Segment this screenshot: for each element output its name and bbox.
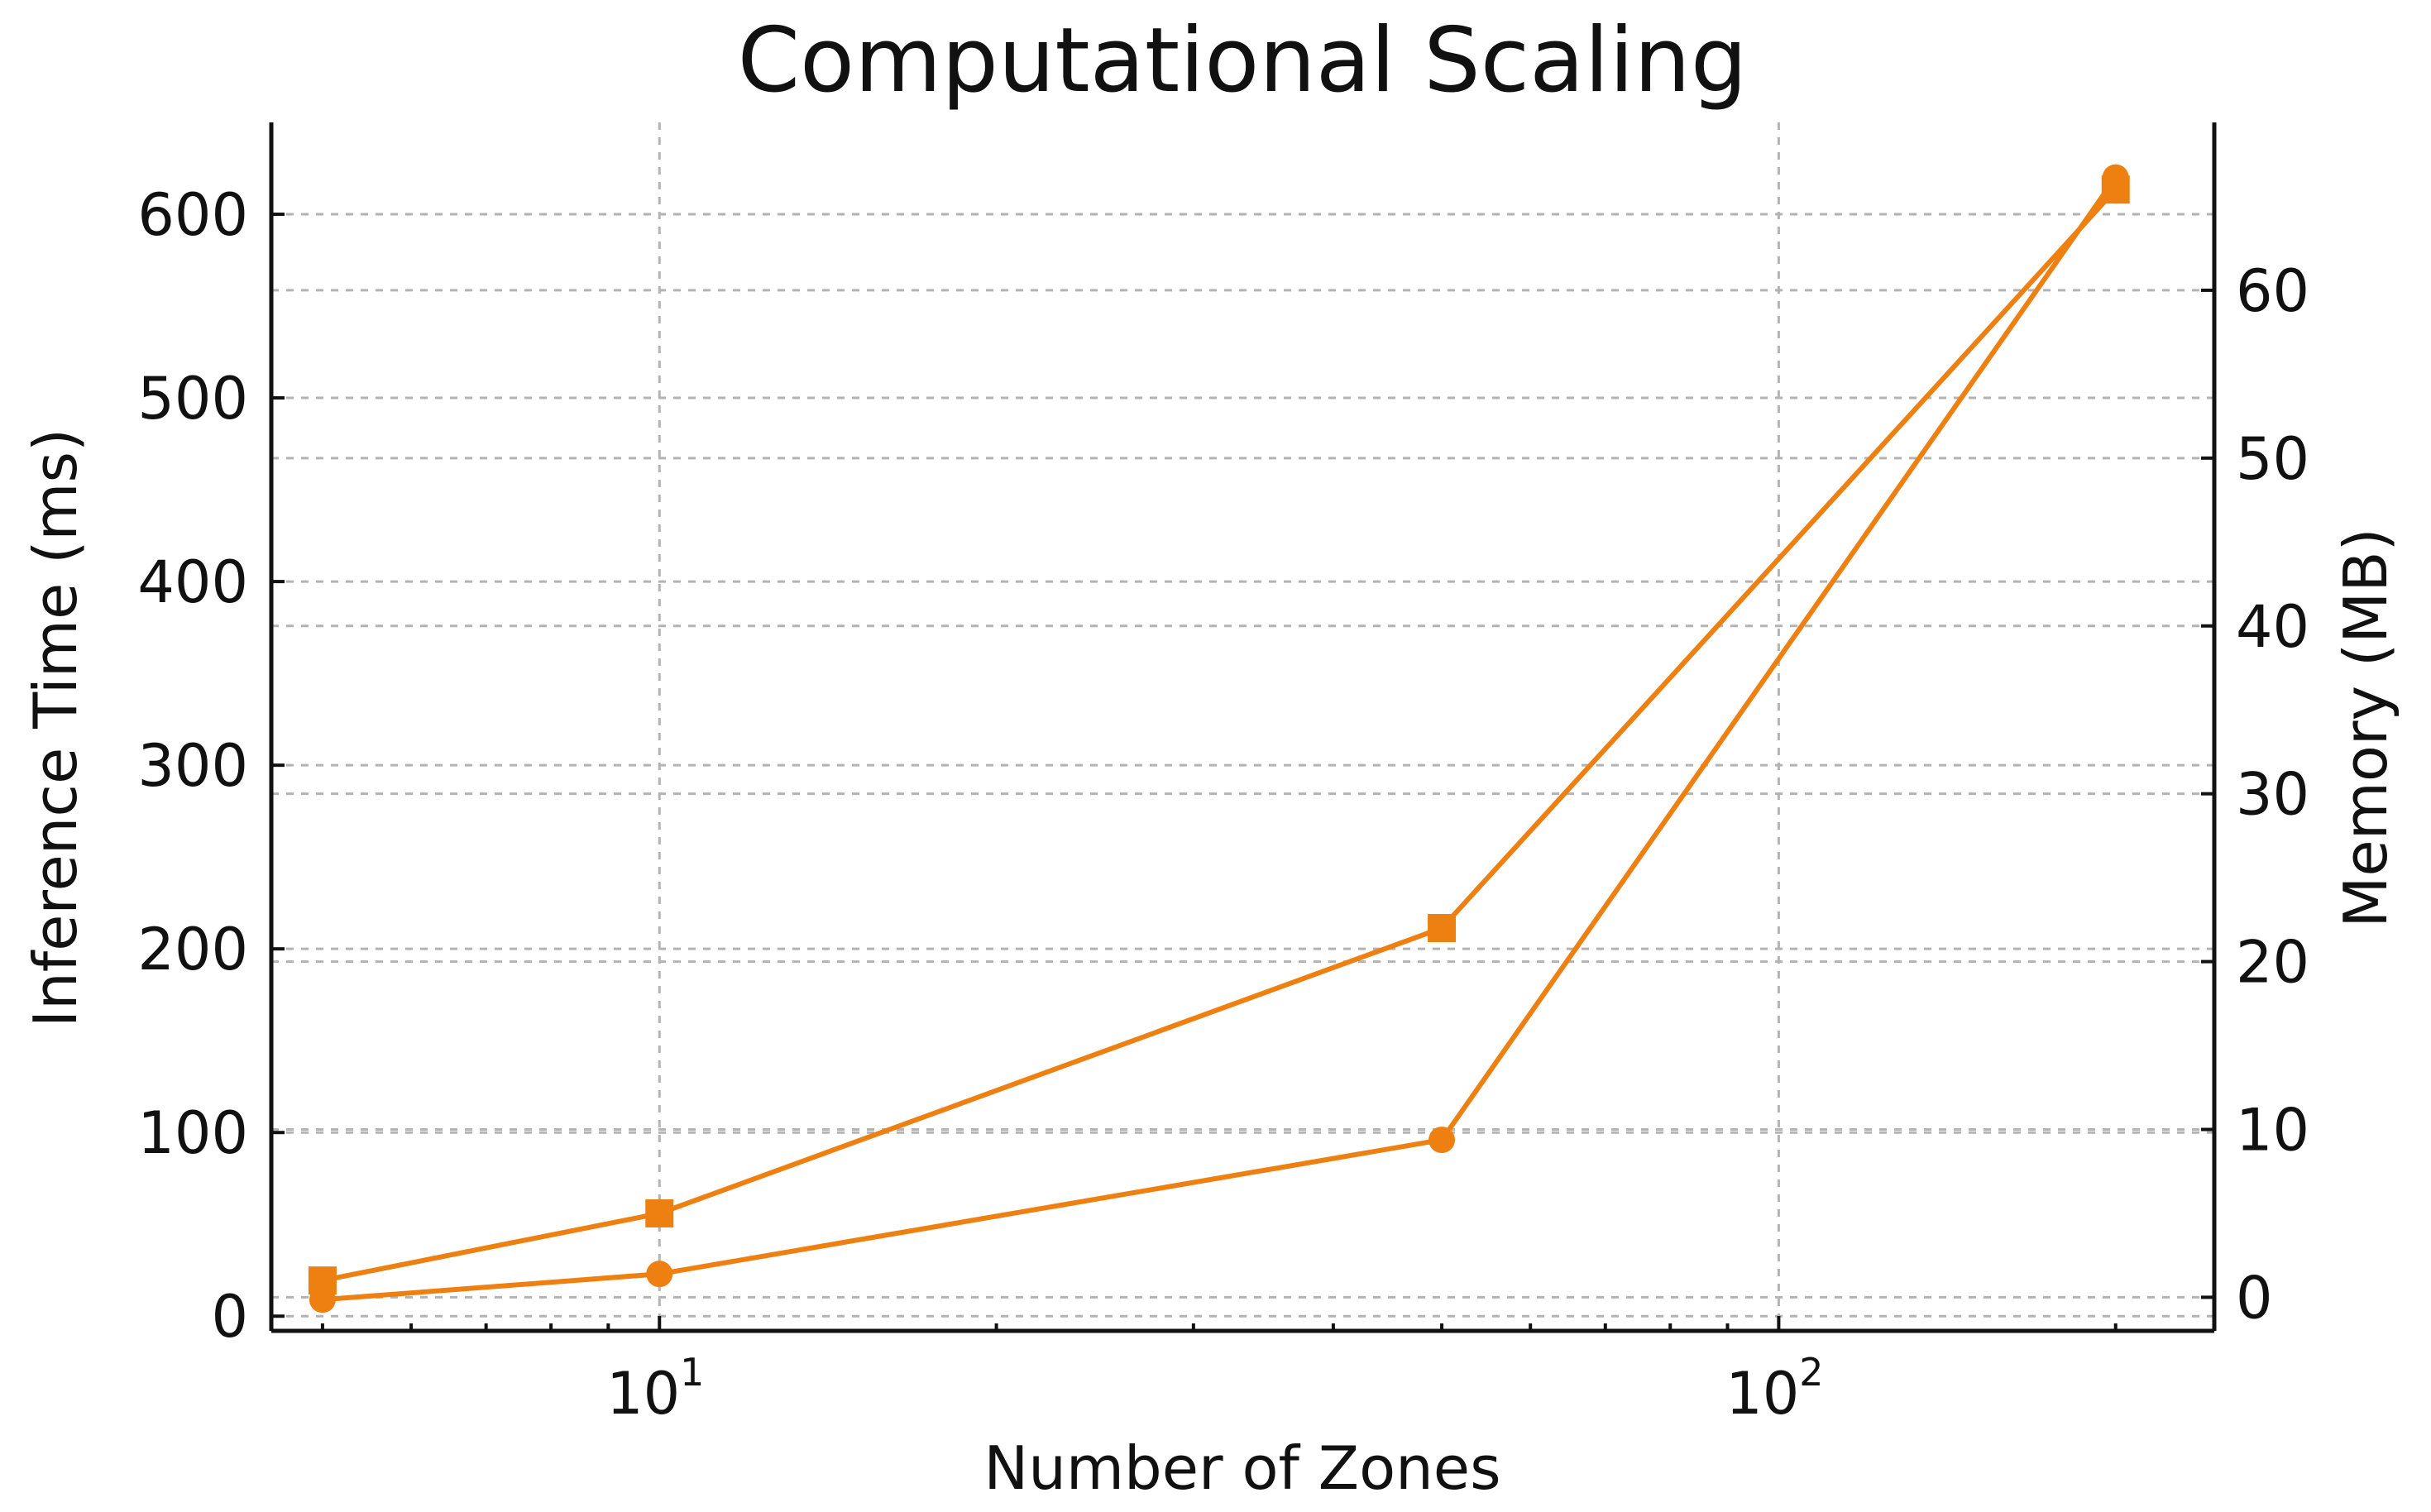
x-axis-label: Number of Zones [983, 1433, 1500, 1503]
data-point-right-2 [1428, 914, 1457, 942]
y-right-tick-label-10: 10 [2236, 1097, 2309, 1165]
y-right-tick-label-40: 40 [2236, 593, 2309, 661]
y-left-tick-label-0: 0 [211, 1283, 248, 1351]
y-right-tick-label-60: 60 [2236, 257, 2309, 325]
data-point-right-3 [2101, 175, 2130, 204]
data-point-right-1 [645, 1199, 674, 1227]
chart-title: Computational Scaling [738, 9, 1748, 112]
axis-ticks: 0 100 200 300 400 500 600 0 10 20 30 40 50 60 101 102 [137, 181, 2309, 1428]
y-left-tick-label-400: 400 [137, 548, 248, 616]
y-axis-right-label: Memory (MB) [2331, 528, 2400, 927]
series-line-left [319, 175, 2118, 1303]
y-right-tick-label-30: 30 [2236, 761, 2309, 829]
y-left-tick-label-500: 500 [137, 365, 248, 433]
data-point-left-1 [646, 1261, 673, 1288]
y-axis-left-label: Inference Time (ms) [21, 428, 90, 1027]
y-left-tick-label-100: 100 [137, 1099, 248, 1167]
y-left-tick-label-200: 200 [137, 916, 248, 983]
y-right-tick-label-50: 50 [2236, 425, 2309, 493]
grid-lines [271, 122, 2214, 1331]
series-line-right [319, 187, 2118, 1284]
data-point-left-2 [1428, 1127, 1456, 1154]
data-series [308, 164, 2130, 1313]
y-left-tick-label-600: 600 [137, 181, 248, 249]
y-left-tick-label-300: 300 [137, 732, 248, 800]
plot-frame [269, 122, 2217, 1333]
y-right-tick-label-20: 20 [2236, 929, 2309, 997]
x-tick-label-10: 101 [606, 1350, 704, 1428]
x-tick-label-100: 102 [1725, 1350, 1823, 1428]
y-right-tick-label-0: 0 [2236, 1264, 2273, 1332]
data-point-right-0 [308, 1266, 337, 1295]
